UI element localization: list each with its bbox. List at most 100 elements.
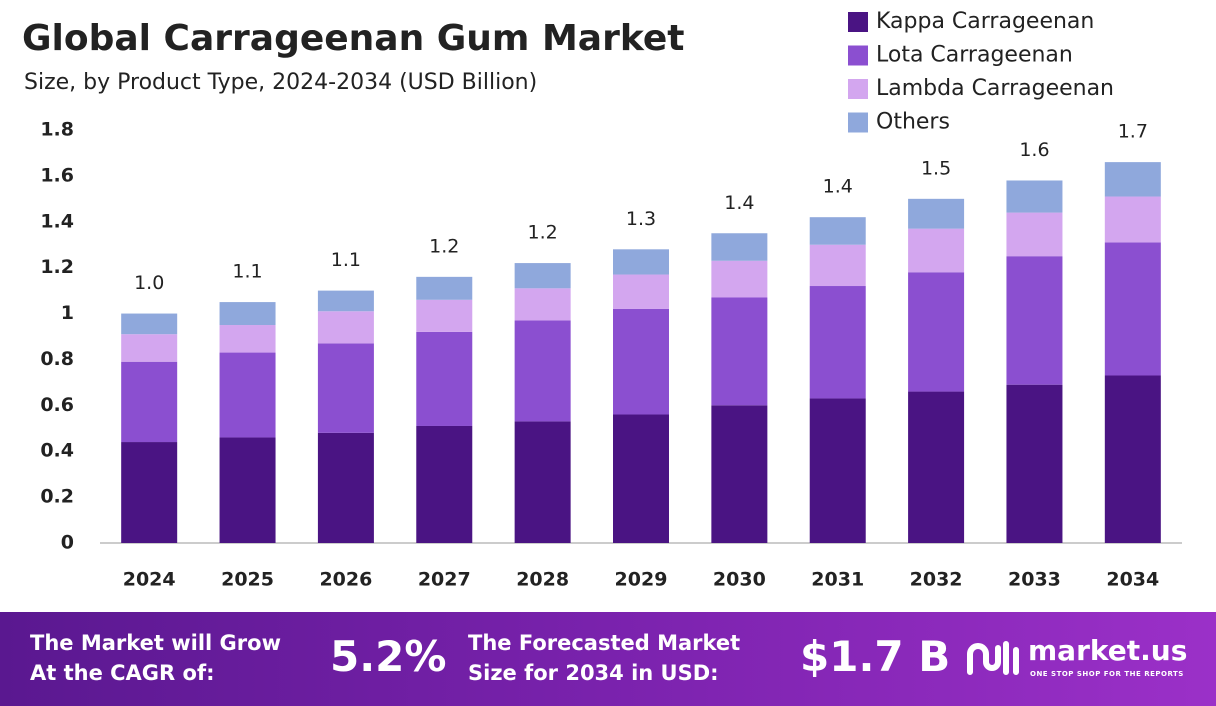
bar-segment (711, 297, 768, 406)
bar-segment (317, 343, 374, 433)
total-label: 1.6 (1019, 139, 1049, 161)
bar-segment (317, 432, 374, 543)
legend-label: Others (876, 110, 950, 135)
bar-segment (121, 442, 178, 543)
bar-segment (613, 274, 669, 309)
cagr-text-2: At the CAGR of: (30, 661, 215, 685)
bar-segment (711, 260, 768, 298)
bar-segment (809, 244, 866, 287)
x-tick-label: 2026 (319, 569, 372, 591)
size-text-2: Size for 2034 in USD: (468, 661, 719, 685)
bar-segment (121, 334, 178, 362)
bar-segment (1104, 196, 1161, 243)
bar-segment (1006, 180, 1063, 213)
y-tick-label: 1.6 (40, 164, 74, 186)
size-text-1: The Forecasted Market (468, 631, 741, 655)
y-tick-label: 1.2 (40, 256, 74, 278)
x-tick-label: 2027 (418, 569, 471, 591)
x-tick-label: 2024 (123, 569, 176, 591)
legend-swatch (848, 112, 868, 133)
bar-segment (219, 352, 276, 438)
bar-segment (1104, 162, 1161, 197)
bar-segment (613, 414, 669, 543)
bar-segment (711, 405, 768, 543)
total-label: 1.1 (232, 261, 262, 283)
bar-segment (219, 325, 276, 353)
y-tick-label: 1 (61, 302, 74, 324)
bar-segment (514, 421, 571, 543)
x-tick-label: 2034 (1106, 569, 1159, 591)
bar-segment (908, 198, 965, 229)
bar-segment (317, 311, 374, 344)
x-tick-label: 2030 (713, 569, 766, 591)
total-label: 1.1 (331, 249, 361, 271)
y-tick-label: 0.8 (40, 348, 74, 370)
bar-segment (613, 249, 669, 275)
bar-segment (416, 276, 473, 300)
bar-segment (1104, 242, 1161, 376)
total-label: 1.4 (823, 176, 853, 198)
legend-swatch (848, 12, 868, 32)
bar-segment (1006, 256, 1063, 385)
total-label: 1.3 (626, 208, 656, 230)
x-tick-label: 2031 (811, 569, 864, 591)
total-label: 1.5 (921, 157, 951, 179)
x-tick-label: 2033 (1008, 569, 1061, 591)
total-label: 1.2 (528, 222, 558, 244)
bar-segment (514, 263, 571, 289)
brand-logo (967, 641, 1019, 675)
bar-segment (613, 308, 669, 415)
legend-label: Lota Carrageenan (876, 43, 1073, 68)
y-tick-label: 0.6 (40, 394, 74, 416)
bar-segment (514, 288, 571, 321)
cagr-text: The Market will Grow At the CAGR of: (30, 628, 281, 688)
bar-segment (416, 425, 473, 543)
x-tick-label: 2025 (221, 569, 274, 591)
x-tick-label: 2029 (615, 569, 668, 591)
total-label: 1.2 (429, 235, 459, 257)
bar-segment (908, 391, 965, 543)
footer-banner: The Market will Grow At the CAGR of: 5.2%… (0, 612, 1216, 706)
total-label: 1.7 (1118, 121, 1148, 143)
brand-name: market.us (1028, 634, 1188, 667)
brand-tagline: ONE STOP SHOP FOR THE REPORTS (1030, 670, 1184, 678)
legend-swatch (848, 79, 868, 99)
bar-segment (1006, 212, 1063, 257)
y-tick-label: 0.2 (40, 486, 74, 508)
legend-swatch (848, 45, 868, 66)
bar-segment (1006, 384, 1063, 543)
chart: Global Carrageenan Gum Market Size, by P… (22, 9, 1182, 591)
cagr-text-1: The Market will Grow (30, 631, 281, 655)
bar-segment (416, 299, 473, 332)
x-tick-label: 2028 (516, 569, 569, 591)
total-label: 1.4 (724, 192, 754, 214)
size-text: The Forecasted Market Size for 2034 in US… (468, 628, 740, 688)
chart-subtitle: Size, by Product Type, 2024-2034 (USD Bi… (24, 70, 537, 95)
bar-segment (809, 217, 866, 245)
bar-segment (908, 272, 965, 392)
bar-segment (908, 228, 965, 273)
bar-segment (809, 286, 866, 399)
bar-segment (317, 290, 374, 312)
cagr-value: 5.2% (330, 632, 447, 681)
bar-segment (121, 361, 178, 443)
y-tick-label: 1.8 (40, 119, 74, 141)
y-tick-label: 1.4 (40, 210, 74, 232)
legend-label: Kappa Carrageenan (876, 9, 1094, 34)
bar-segment (514, 320, 571, 422)
legend-label: Lambda Carrageenan (876, 76, 1114, 101)
bar-segment (416, 331, 473, 426)
bar-segment (219, 437, 276, 543)
total-label: 1.0 (134, 272, 164, 294)
y-tick-label: 0.4 (40, 440, 74, 462)
chart-title: Global Carrageenan Gum Market (22, 18, 684, 59)
bar-segment (809, 398, 866, 543)
x-tick-label: 2032 (910, 569, 963, 591)
size-value: $1.7 B (800, 632, 951, 681)
bar-segment (1104, 375, 1161, 543)
bar-segment (711, 233, 768, 261)
bar-segment (219, 302, 276, 326)
y-tick-label: 0 (61, 532, 74, 554)
bar-segment (121, 313, 178, 335)
